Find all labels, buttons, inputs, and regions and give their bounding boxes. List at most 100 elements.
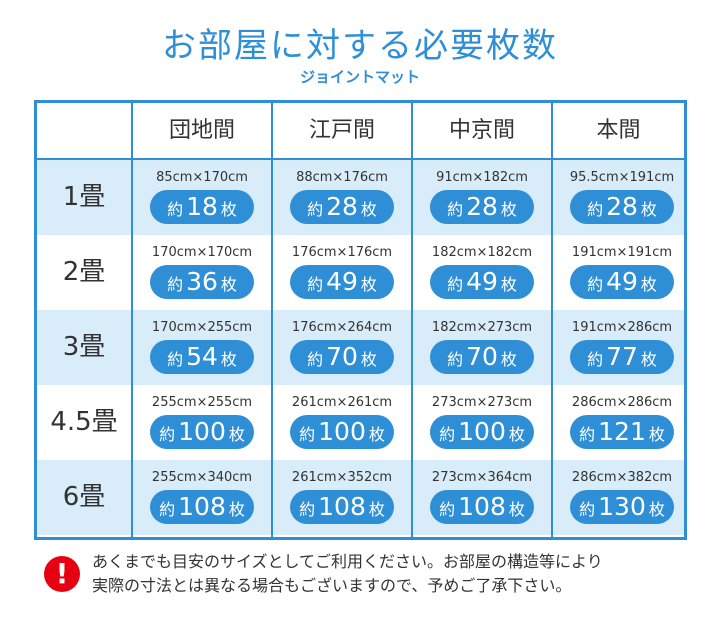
count-prefix: 約 bbox=[299, 500, 316, 519]
count-suffix: 枚 bbox=[500, 350, 517, 369]
header-edoma: 江戸間 bbox=[308, 118, 375, 143]
exclamation-icon: ! bbox=[44, 556, 80, 592]
room-size: 85cm×170cm bbox=[156, 170, 248, 185]
table-header-row: 団地間 江戸間 中京間 本間 bbox=[37, 103, 684, 160]
header-danchima: 団地間 bbox=[168, 118, 235, 143]
room-size: 182cm×182cm bbox=[431, 245, 533, 260]
count-value: 49 bbox=[466, 267, 498, 296]
count-badge: 約 100 枚 bbox=[150, 415, 254, 449]
count-value: 28 bbox=[326, 192, 358, 221]
count-suffix: 枚 bbox=[640, 275, 657, 294]
count-prefix: 約 bbox=[167, 200, 184, 219]
count-suffix: 枚 bbox=[220, 350, 237, 369]
room-size: 191cm×191cm bbox=[571, 245, 673, 260]
count-badge: 約 108 枚 bbox=[290, 490, 394, 524]
count-suffix: 枚 bbox=[640, 350, 657, 369]
room-size: 170cm×255cm bbox=[151, 320, 253, 335]
count-badge: 約 100 枚 bbox=[430, 415, 534, 449]
count-badge: 約 28 枚 bbox=[570, 190, 674, 224]
count-value: 77 bbox=[606, 342, 638, 371]
count-value: 121 bbox=[598, 417, 646, 446]
count-badge: 約 77 枚 bbox=[570, 340, 674, 374]
row-label: 3畳 bbox=[62, 332, 106, 362]
count-value: 18 bbox=[186, 192, 218, 221]
room-size: 170cm×170cm bbox=[151, 245, 253, 260]
count-value: 49 bbox=[606, 267, 638, 296]
count-prefix: 約 bbox=[159, 500, 176, 519]
count-badge: 約 49 枚 bbox=[570, 265, 674, 299]
count-badge: 約 108 枚 bbox=[430, 490, 534, 524]
count-suffix: 枚 bbox=[220, 275, 237, 294]
count-value: 108 bbox=[318, 492, 366, 521]
notice-line-1: あくまでも目安のサイズとしてご利用ください。お部屋の構造等により bbox=[92, 552, 603, 571]
room-size: 95.5cm×191cm bbox=[569, 170, 675, 185]
column-divider bbox=[131, 103, 133, 537]
count-badge: 約 28 枚 bbox=[290, 190, 394, 224]
count-prefix: 約 bbox=[439, 500, 456, 519]
count-suffix: 枚 bbox=[508, 500, 525, 519]
row-label: 2畳 bbox=[62, 257, 106, 287]
count-suffix: 枚 bbox=[500, 275, 517, 294]
count-suffix: 枚 bbox=[228, 425, 245, 444]
count-value: 100 bbox=[178, 417, 226, 446]
column-divider bbox=[551, 103, 553, 537]
table-row: 4.5畳 255cm×255cm 約 100 枚 261cm×261cm 約 100 枚 273c… bbox=[37, 385, 684, 460]
count-prefix: 約 bbox=[159, 425, 176, 444]
column-divider bbox=[271, 103, 273, 537]
table-cell: 255cm×340cm 約 108 枚 bbox=[133, 460, 271, 535]
room-size: 261cm×352cm bbox=[291, 470, 393, 485]
table-cell: 95.5cm×191cm 約 28 枚 bbox=[553, 160, 691, 235]
count-badge: 約 100 枚 bbox=[290, 415, 394, 449]
count-badge: 約 70 枚 bbox=[290, 340, 394, 374]
count-badge: 約 18 枚 bbox=[150, 190, 254, 224]
header-chukyoma: 中京間 bbox=[448, 118, 515, 143]
table-cell: 170cm×170cm 約 36 枚 bbox=[133, 235, 271, 310]
table-cell: 182cm×182cm 約 49 枚 bbox=[413, 235, 551, 310]
count-value: 108 bbox=[458, 492, 506, 521]
count-prefix: 約 bbox=[167, 275, 184, 294]
table-cell: 191cm×191cm 約 49 枚 bbox=[553, 235, 691, 310]
count-suffix: 枚 bbox=[360, 350, 377, 369]
count-suffix: 枚 bbox=[360, 275, 377, 294]
room-size: 176cm×176cm bbox=[291, 245, 393, 260]
page-subtitle: ジョイントマット bbox=[299, 68, 420, 86]
table-cell: 273cm×364cm 約 108 枚 bbox=[413, 460, 551, 535]
row-label: 1畳 bbox=[62, 182, 106, 212]
table-row: 6畳 255cm×340cm 約 108 枚 261cm×352cm 約 108 枚 273cm×… bbox=[37, 460, 684, 535]
count-prefix: 約 bbox=[307, 200, 324, 219]
count-value: 36 bbox=[186, 267, 218, 296]
table-cell: 191cm×286cm 約 77 枚 bbox=[553, 310, 691, 385]
count-suffix: 枚 bbox=[368, 425, 385, 444]
count-prefix: 約 bbox=[307, 350, 324, 369]
count-value: 100 bbox=[318, 417, 366, 446]
table-cell: 170cm×255cm 約 54 枚 bbox=[133, 310, 271, 385]
mat-count-table: 団地間 江戸間 中京間 本間 1畳 85cm×170cm 約 18 枚 88cm×176c… bbox=[34, 100, 687, 540]
table-cell: 261cm×261cm 約 100 枚 bbox=[273, 385, 411, 460]
table-cell: 88cm×176cm 約 28 枚 bbox=[273, 160, 411, 235]
count-suffix: 枚 bbox=[228, 500, 245, 519]
table-cell: 273cm×273cm 約 100 枚 bbox=[413, 385, 551, 460]
table-cell: 286cm×382cm 約 130 枚 bbox=[553, 460, 691, 535]
table-cell: 176cm×264cm 約 70 枚 bbox=[273, 310, 411, 385]
count-badge: 約 121 枚 bbox=[570, 415, 674, 449]
count-prefix: 約 bbox=[307, 275, 324, 294]
count-value: 70 bbox=[466, 342, 498, 371]
room-size: 286cm×286cm bbox=[571, 395, 673, 410]
count-suffix: 枚 bbox=[648, 425, 665, 444]
count-badge: 約 28 枚 bbox=[430, 190, 534, 224]
count-value: 28 bbox=[466, 192, 498, 221]
table-cell: 261cm×352cm 約 108 枚 bbox=[273, 460, 411, 535]
column-divider bbox=[411, 103, 413, 537]
count-prefix: 約 bbox=[299, 425, 316, 444]
page-title: お部屋に対する必要枚数 bbox=[162, 26, 558, 66]
count-prefix: 約 bbox=[447, 350, 464, 369]
count-prefix: 約 bbox=[579, 425, 596, 444]
notice-text: あくまでも目安のサイズとしてご利用ください。お部屋の構造等により 実際の寸法とは… bbox=[92, 550, 692, 598]
count-suffix: 枚 bbox=[360, 200, 377, 219]
room-size: 182cm×273cm bbox=[431, 320, 533, 335]
room-size: 261cm×261cm bbox=[291, 395, 393, 410]
header-corner bbox=[37, 103, 131, 158]
count-prefix: 約 bbox=[579, 500, 596, 519]
table-row: 3畳 170cm×255cm 約 54 枚 176cm×264cm 約 70 枚 182cm×27… bbox=[37, 310, 684, 385]
notice-line-2: 実際の寸法とは異なる場合もございますので、予めご了承下さい。 bbox=[92, 576, 572, 595]
